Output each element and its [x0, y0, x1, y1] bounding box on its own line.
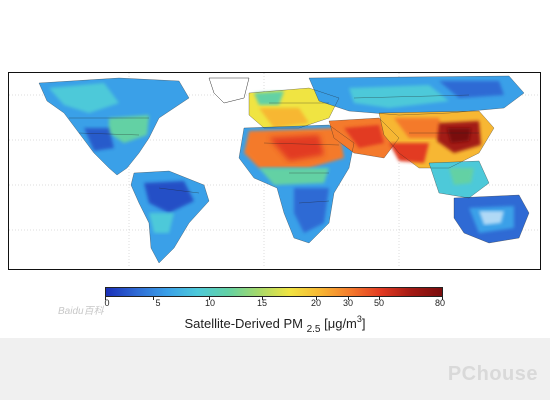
- map-canvas: [9, 73, 539, 268]
- pchouse-watermark: PChouse: [447, 363, 538, 385]
- colorbar-gradient: [105, 287, 443, 297]
- east-asia-region: [379, 111, 494, 168]
- colorbar-title-unit-open: [μg/m: [324, 316, 357, 331]
- tick-mark: [105, 297, 106, 300]
- southeast-asia-region: [429, 161, 489, 198]
- africa-region: [239, 125, 354, 243]
- north-asia-region: [309, 76, 524, 115]
- top-margin: [0, 0, 550, 66]
- colorbar-title-unit-close: ]: [361, 316, 366, 331]
- colorbar-title-sub: 2.5: [306, 324, 321, 335]
- tick-mark: [442, 297, 443, 300]
- world-pm25-map: [8, 72, 541, 270]
- tick-mark: [209, 297, 210, 300]
- tick-mark: [379, 297, 380, 300]
- middle-east-region: [329, 118, 399, 158]
- baidu-logo-watermark: Baidu百科: [58, 306, 104, 317]
- colorbar-title-main: Satellite-Derived PM: [184, 316, 303, 331]
- north-america-region: [39, 77, 250, 175]
- colorbar-tick-label: 30: [342, 298, 354, 308]
- colorbar: [105, 287, 443, 297]
- europe-region: [249, 88, 339, 128]
- colorbar-tick-label: 10: [204, 298, 216, 308]
- colorbar-tick-label: 50: [373, 298, 385, 308]
- colorbar-tick-label: 0: [104, 298, 110, 308]
- tick-mark: [348, 297, 349, 300]
- australia-region: [454, 195, 529, 243]
- colorbar-tick-label: 5: [155, 298, 161, 308]
- colorbar-tick-label: 80: [434, 298, 446, 308]
- bottom-margin: [0, 338, 550, 400]
- tick-mark: [316, 297, 317, 300]
- tick-mark: [153, 297, 154, 300]
- colorbar-title-unit-sup: 3: [356, 314, 362, 324]
- colorbar-tick-label: 20: [310, 298, 322, 308]
- colorbar-tick-label: 15: [256, 298, 268, 308]
- tick-mark: [262, 297, 263, 300]
- colorbar-title: Satellite-Derived PM 2.5 [μg/m3]: [0, 314, 550, 335]
